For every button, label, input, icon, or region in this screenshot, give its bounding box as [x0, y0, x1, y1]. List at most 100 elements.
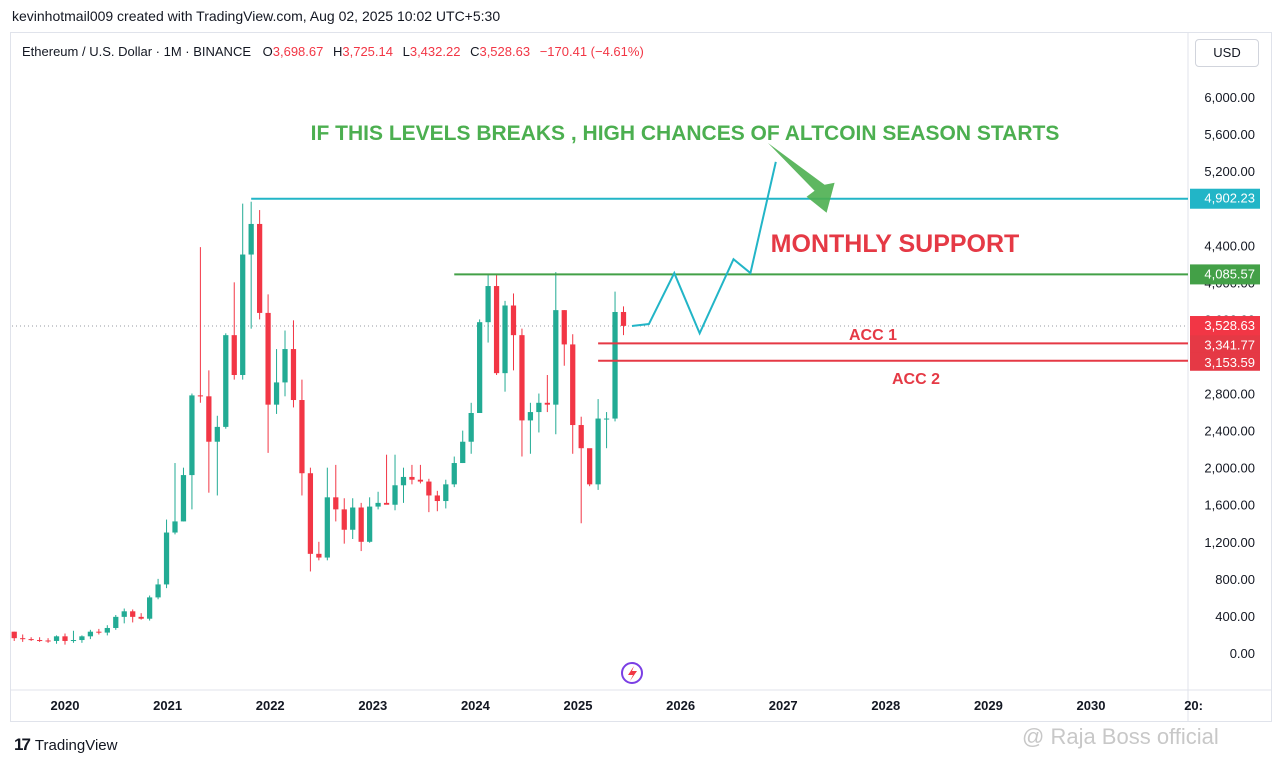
- y-tick-label: 6,000.00: [1204, 90, 1255, 105]
- candle-body: [417, 479, 424, 482]
- level-label: MONTHLY SUPPORT: [771, 230, 1020, 258]
- candle-body: [290, 349, 297, 401]
- level-price-text: 4,085.57: [1204, 266, 1255, 281]
- candle-body: [248, 223, 254, 255]
- candle-body: [307, 473, 314, 554]
- symbol-legend: Ethereum / U.S. Dollar · 1M · BINANCE O3…: [22, 44, 644, 59]
- annotation-text: IF THIS LEVELS BREAKS , HIGH CHANCES OF …: [311, 122, 1060, 145]
- projection-path: [631, 161, 777, 336]
- level-price-text: 3,341.77: [1204, 337, 1255, 352]
- candle-body: [612, 311, 618, 419]
- candle-body: [468, 412, 474, 442]
- candle-body: [578, 425, 584, 449]
- candle-body: [273, 382, 280, 405]
- candle-body: [519, 335, 525, 421]
- x-tick-label: 2022: [256, 698, 285, 713]
- candle-body: [28, 639, 34, 641]
- candle-body: [214, 426, 220, 442]
- candle-body: [460, 441, 466, 464]
- candle-body: [383, 502, 390, 505]
- candle-body: [527, 412, 534, 421]
- y-tick-label: 4,400.00: [1204, 238, 1255, 253]
- candle-body: [570, 344, 576, 426]
- y-tick-label: 2,400.00: [1204, 424, 1255, 439]
- open-value: 3,698.67: [272, 44, 324, 59]
- level-label: ACC 1: [849, 327, 897, 344]
- candle-body: [426, 481, 432, 496]
- candle-body: [70, 640, 77, 642]
- tradingview-brand-name: TradingView: [34, 736, 118, 754]
- level-price-text: 3,153.59: [1204, 355, 1255, 370]
- high-value: 3,725.14: [342, 44, 393, 59]
- y-tick-label: 400.00: [1215, 609, 1255, 624]
- low-label: L: [402, 44, 410, 59]
- y-tick-label: 1,200.00: [1204, 535, 1255, 550]
- x-tick-label: 2021: [153, 698, 182, 713]
- y-tick-label: 2,800.00: [1204, 387, 1255, 402]
- x-tick-label: 2023: [358, 698, 387, 713]
- candle-body: [392, 485, 398, 505]
- candle-body: [155, 584, 161, 598]
- candle-body: [400, 476, 407, 486]
- close-value: 3,528.63: [479, 44, 531, 59]
- x-tick-label: 2029: [974, 698, 1003, 713]
- candle-body: [121, 611, 127, 617]
- candle-body: [257, 223, 263, 313]
- candle-body: [595, 418, 601, 485]
- candle-body: [587, 448, 593, 485]
- candle-body: [375, 502, 381, 507]
- chart-creator-credit: kevinhotmail009 created with TradingView…: [12, 8, 501, 24]
- candle-body: [434, 495, 440, 502]
- currency-selector[interactable]: USD: [1195, 39, 1259, 67]
- candle-body: [79, 636, 85, 641]
- candle-body: [502, 305, 508, 374]
- x-tick-label: 2026: [666, 698, 695, 713]
- x-tick-label: 2030: [1077, 698, 1106, 713]
- candle-body: [341, 509, 347, 530]
- candle-body: [324, 497, 330, 558]
- replay-icon: [621, 662, 643, 684]
- level-price-tag: [1190, 264, 1260, 285]
- x-tick-label: 2025: [564, 698, 593, 713]
- candle-body: [536, 402, 542, 413]
- candle-body: [316, 553, 322, 558]
- candle-body: [138, 616, 144, 619]
- low-value: 3,432.22: [409, 44, 461, 59]
- level-price-tag: [1190, 188, 1260, 209]
- candle-body: [223, 335, 229, 427]
- candle-body: [197, 395, 204, 397]
- chart-frame: [10, 32, 1272, 722]
- candle-body: [350, 507, 356, 530]
- candle-body: [87, 631, 94, 637]
- high-label: H: [332, 44, 343, 59]
- candle-body: [180, 475, 187, 522]
- candle-body: [146, 597, 153, 619]
- candle-body: [11, 631, 17, 639]
- candle-body: [53, 636, 60, 641]
- candle-body: [113, 616, 119, 628]
- level-price-tag: [1190, 335, 1260, 354]
- candle-body: [20, 638, 26, 640]
- candle-body: [189, 395, 195, 476]
- candle-body: [553, 310, 559, 405]
- y-tick-label: 5,200.00: [1204, 164, 1255, 179]
- candle-body: [231, 335, 237, 375]
- candle-body: [104, 627, 110, 633]
- candle-body: [206, 396, 212, 442]
- watermark-text: @ Raja Boss official: [1022, 724, 1219, 749]
- candle-body: [620, 311, 627, 326]
- candle-body: [493, 286, 500, 374]
- tradingview-logo-icon: 17: [14, 735, 31, 754]
- candle-body: [544, 402, 550, 405]
- y-tick-label: 2,000.00: [1204, 461, 1255, 476]
- candle-body: [561, 310, 567, 345]
- candle-body: [265, 312, 271, 405]
- candle-body: [333, 497, 339, 510]
- candle-body: [358, 507, 364, 542]
- candle-body: [485, 286, 491, 323]
- candle-body: [62, 636, 68, 641]
- candle-body: [163, 532, 170, 585]
- last-price-text: 3,528.63: [1204, 318, 1255, 333]
- y-tick-label: 0.00: [1230, 646, 1255, 661]
